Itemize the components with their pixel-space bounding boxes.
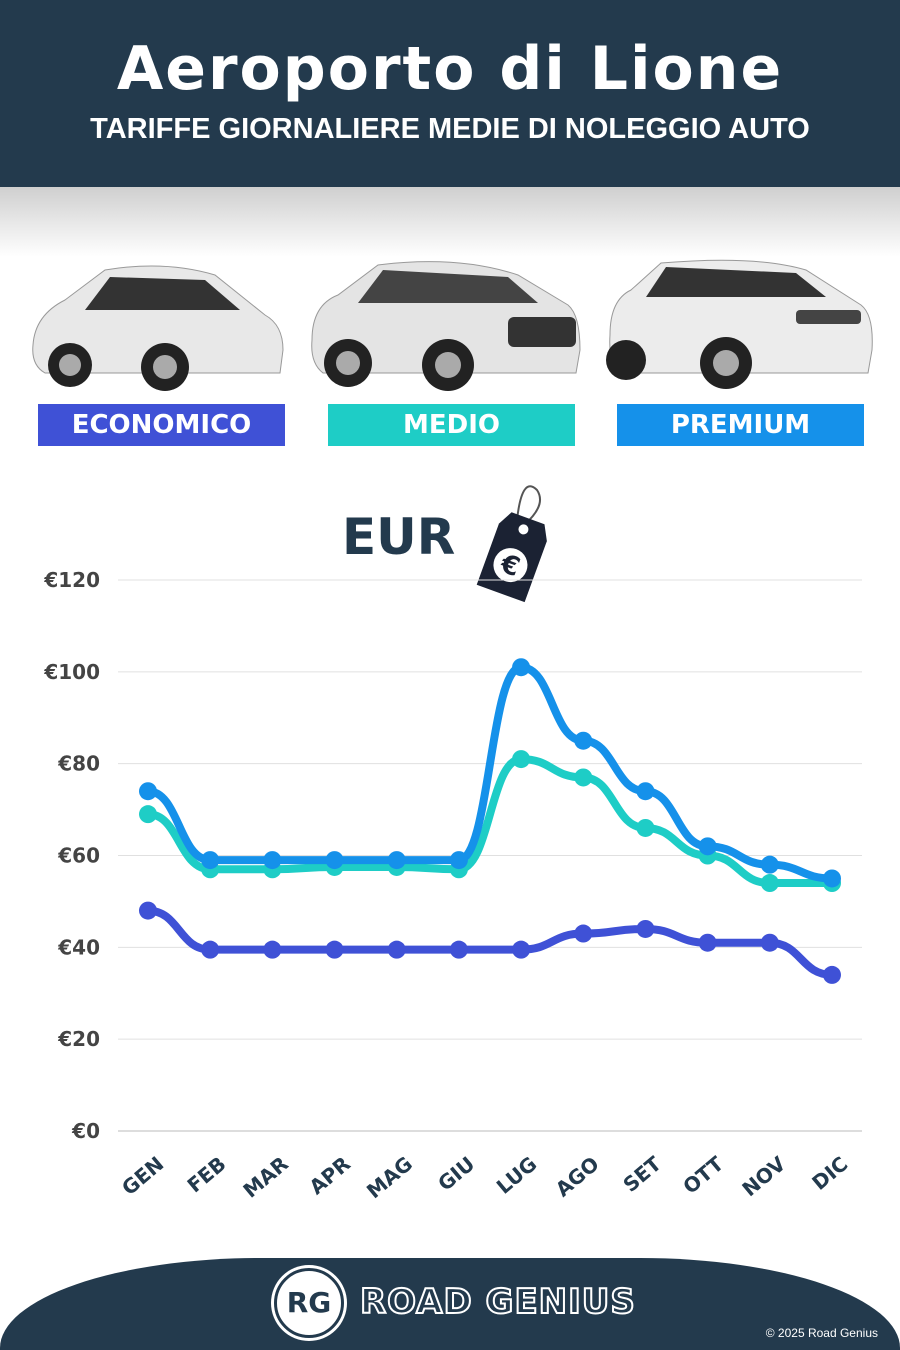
data-point-premium	[139, 782, 157, 801]
data-point-medio	[760, 874, 779, 893]
currency-label: EUR	[342, 508, 456, 566]
data-point-economico	[325, 940, 344, 959]
y-tick-label: €0	[71, 1119, 100, 1143]
data-point-medio	[139, 805, 157, 824]
header: Aeroporto di Lione TARIFFE GIORNALIERE M…	[0, 0, 900, 187]
y-tick-label: €60	[57, 844, 100, 868]
data-point-premium	[698, 837, 717, 856]
x-tick-label: AGO	[551, 1152, 604, 1202]
x-tick-label: APR	[305, 1152, 355, 1200]
brand-name: ROAD GENIUS	[359, 1281, 636, 1323]
data-point-premium	[387, 851, 406, 870]
midsize-car-image	[311, 261, 581, 391]
y-tick-label: €80	[57, 752, 100, 776]
x-tick-label: GIU	[433, 1152, 479, 1196]
line-chart: €0 €20 €40 €60 €80 €100 €120 GEN FEB MAR APR MAG GIU…	[43, 568, 862, 1204]
x-tick-label: DIC	[807, 1152, 852, 1195]
data-point-economico	[263, 940, 282, 959]
data-point-premium	[201, 851, 220, 870]
data-point-premium	[574, 731, 593, 750]
x-tick-label: FEB	[182, 1152, 230, 1198]
x-tick-label: GEN	[117, 1152, 168, 1200]
data-point-economico	[387, 940, 406, 959]
page-title: Aeroporto di Lione	[116, 34, 784, 104]
category-economico: ECONOMICO	[38, 404, 285, 446]
data-point-economico	[449, 940, 468, 959]
y-tick-label: €120	[43, 568, 100, 592]
y-tick-label: €100	[43, 660, 100, 684]
x-tick-label: NOV	[737, 1151, 790, 1201]
economy-car-image	[32, 265, 284, 391]
data-point-economico	[201, 940, 220, 959]
y-tick-label: €40	[57, 935, 100, 959]
data-point-premium	[760, 855, 779, 874]
series-line-premium	[144, 663, 836, 883]
premium-car-image	[606, 259, 873, 389]
data-point-economico	[139, 901, 157, 920]
header-shadow	[0, 187, 900, 257]
x-tick-label: MAG	[362, 1152, 417, 1204]
data-point-medio	[636, 818, 655, 837]
data-point-premium	[823, 869, 841, 888]
category-label: ECONOMICO	[71, 410, 252, 440]
data-point-premium	[263, 851, 282, 870]
data-point-economico	[760, 933, 779, 952]
x-tick-label: MAR	[238, 1152, 292, 1203]
data-point-premium	[325, 851, 344, 870]
data-point-medio	[574, 768, 593, 787]
copyright: © 2025 Road Genius	[765, 1326, 878, 1340]
road-genius-logo: RG	[274, 1268, 344, 1338]
x-tick-label: OTT	[678, 1151, 728, 1198]
data-point-premium	[449, 851, 468, 870]
x-tick-label: SET	[618, 1151, 666, 1196]
data-point-premium	[636, 782, 655, 801]
data-point-medio	[512, 750, 531, 769]
data-point-premium	[512, 658, 531, 677]
category-label: MEDIO	[403, 410, 500, 440]
x-tick-label: LUG	[492, 1152, 542, 1199]
data-point-economico	[512, 940, 531, 959]
footer	[0, 1258, 900, 1350]
data-point-economico	[574, 924, 593, 943]
page-subtitle: TARIFFE GIORNALIERE MEDIE DI NOLEGGIO AU…	[90, 113, 810, 145]
category-medio: MEDIO	[328, 404, 575, 446]
series-line-economico	[144, 906, 836, 979]
y-tick-label: €20	[57, 1027, 100, 1051]
category-premium: PREMIUM	[617, 404, 864, 446]
data-point-economico	[636, 919, 655, 938]
data-point-economico	[823, 965, 841, 984]
category-label: PREMIUM	[670, 410, 811, 440]
data-point-economico	[698, 933, 717, 952]
